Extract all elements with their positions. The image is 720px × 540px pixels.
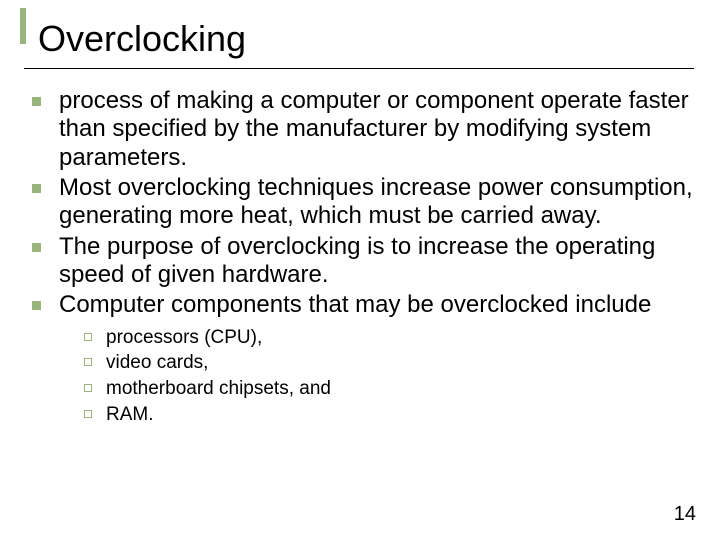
bullet-item: process of making a computer or componen… bbox=[32, 87, 708, 172]
bullet-text: Computer components that may be overcloc… bbox=[59, 291, 651, 319]
hollow-square-bullet-icon bbox=[84, 384, 92, 392]
bullet-text: Most overclocking techniques increase po… bbox=[59, 174, 708, 231]
sub-bullet-text: motherboard chipsets, and bbox=[106, 377, 331, 401]
square-bullet-icon bbox=[32, 301, 41, 310]
main-bullet-list: process of making a computer or componen… bbox=[32, 87, 708, 320]
sub-bullet-text: RAM. bbox=[106, 403, 154, 427]
page-number: 14 bbox=[674, 503, 696, 526]
sub-bullet-item: processors (CPU), bbox=[84, 326, 708, 350]
square-bullet-icon bbox=[32, 97, 41, 106]
sub-bullet-list: processors (CPU), video cards, motherboa… bbox=[84, 326, 708, 427]
sub-bullet-item: video cards, bbox=[84, 351, 708, 375]
bullet-item: Computer components that may be overcloc… bbox=[32, 291, 708, 319]
square-bullet-icon bbox=[32, 184, 41, 193]
title-accent-bar bbox=[20, 8, 26, 44]
hollow-square-bullet-icon bbox=[84, 358, 92, 366]
bullet-item: The purpose of overclocking is to increa… bbox=[32, 233, 708, 290]
hollow-square-bullet-icon bbox=[84, 333, 92, 341]
slide-title: Overclocking bbox=[38, 18, 708, 60]
sub-bullet-text: processors (CPU), bbox=[106, 326, 262, 350]
bullet-text: The purpose of overclocking is to increa… bbox=[59, 233, 708, 290]
sub-bullet-item: RAM. bbox=[84, 403, 708, 427]
sub-bullet-text: video cards, bbox=[106, 351, 208, 375]
hollow-square-bullet-icon bbox=[84, 410, 92, 418]
bullet-text: process of making a computer or componen… bbox=[59, 87, 708, 172]
bullet-item: Most overclocking techniques increase po… bbox=[32, 174, 708, 231]
sub-bullet-item: motherboard chipsets, and bbox=[84, 377, 708, 401]
title-underline bbox=[24, 68, 694, 69]
square-bullet-icon bbox=[32, 243, 41, 252]
